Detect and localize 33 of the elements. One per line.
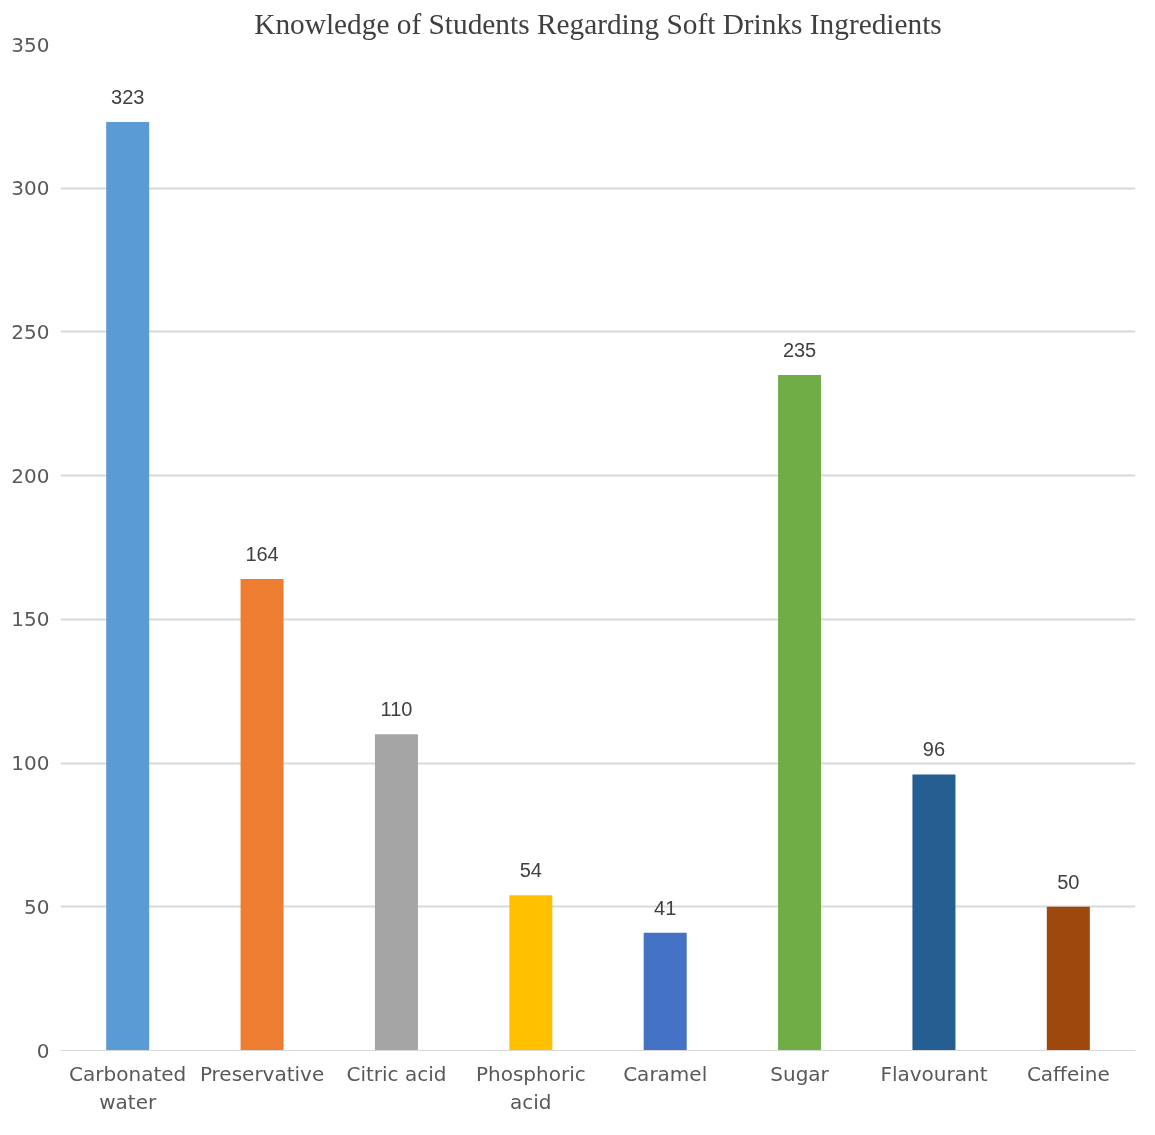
- bar: [643, 932, 687, 1051]
- x-tick-label: Caffeine: [1026, 1061, 1110, 1086]
- x-tick-label: Preservative: [199, 1061, 325, 1086]
- x-tick-label: Sugar: [770, 1061, 830, 1086]
- y-tick-label: 50: [24, 894, 50, 919]
- y-tick-label: 250: [11, 319, 50, 344]
- x-tick-label: Carbonated water: [69, 1061, 187, 1115]
- y-tick-label: 100: [11, 751, 50, 776]
- bar: [509, 895, 553, 1051]
- chart-title: Knowledge of Students Regarding Soft Drinks Ingredients: [254, 7, 942, 40]
- data-label: 50: [1057, 870, 1080, 893]
- bar: [1046, 906, 1090, 1051]
- x-tick-label: Caramel: [623, 1061, 708, 1086]
- data-label: 323: [111, 85, 145, 108]
- x-tick-label: Flavourant: [880, 1061, 988, 1086]
- data-label: 110: [380, 698, 413, 721]
- y-tick-label: 300: [11, 176, 50, 201]
- y-tick-label: 0: [36, 1038, 50, 1063]
- x-tick-label: Phosphoric acid: [475, 1061, 586, 1115]
- bar: [374, 734, 418, 1051]
- y-tick-label: 350: [11, 32, 50, 57]
- bar: [778, 375, 822, 1051]
- y-tick-label: 200: [11, 463, 50, 488]
- data-label: 235: [782, 338, 817, 361]
- bar: [106, 122, 150, 1051]
- bar: [912, 774, 956, 1051]
- data-label: 41: [654, 896, 677, 919]
- data-label: 54: [519, 859, 542, 882]
- data-label: 164: [245, 542, 279, 565]
- x-tick-label: Citric acid: [346, 1061, 447, 1086]
- y-tick-label: 150: [11, 607, 50, 632]
- bar: [240, 579, 284, 1051]
- data-label: 96: [922, 738, 946, 761]
